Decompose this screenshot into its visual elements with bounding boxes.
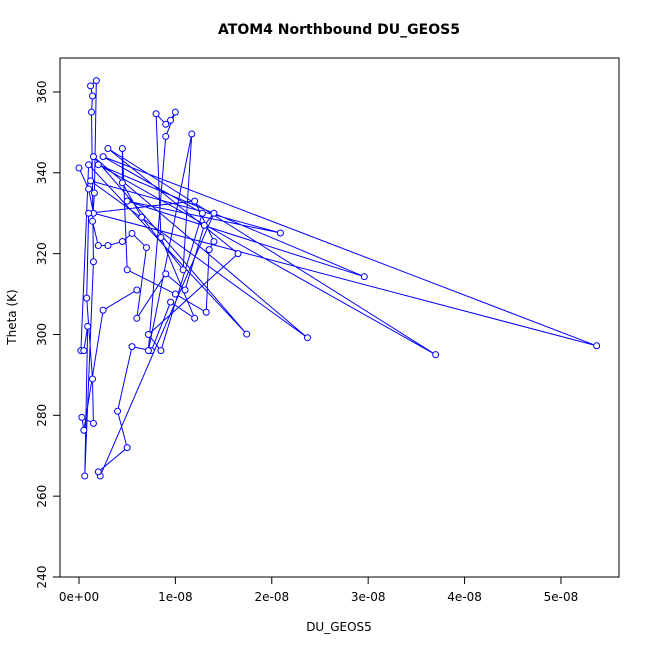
x-tick-label: 5e-08 — [544, 590, 579, 604]
data-point — [104, 242, 112, 250]
x-tick-label: 3e-08 — [351, 590, 386, 604]
data-point — [179, 266, 187, 274]
y-tick-label: 360 — [35, 81, 49, 104]
data-point — [144, 330, 152, 338]
data-point — [88, 375, 96, 383]
data-point — [234, 250, 242, 258]
data-point — [360, 273, 368, 281]
data-point — [167, 116, 175, 124]
data-point — [88, 108, 96, 116]
x-tick-label: 4e-08 — [447, 590, 482, 604]
data-point — [188, 130, 196, 138]
data-point — [78, 413, 86, 421]
data-point — [88, 217, 96, 225]
data-point — [205, 246, 213, 254]
data-point — [84, 322, 92, 330]
x-tick-label: 0e+00 — [59, 590, 99, 604]
x-tick-label: 1e-08 — [158, 590, 193, 604]
data-point — [171, 108, 179, 116]
data-point — [138, 213, 146, 221]
data-point — [162, 132, 170, 140]
data-point — [89, 419, 97, 427]
data-point — [162, 120, 170, 128]
x-axis-label: DU_GEOS5 — [306, 620, 372, 634]
data-point — [171, 290, 179, 298]
data-point — [81, 472, 89, 480]
data-point — [200, 221, 208, 229]
data-point — [133, 314, 141, 322]
y-tick-label: 320 — [35, 242, 49, 265]
data-point — [90, 189, 98, 197]
data-point — [142, 244, 150, 252]
data-point — [80, 347, 88, 355]
data-point — [144, 347, 152, 355]
y-tick-label: 280 — [35, 404, 49, 427]
data-point — [123, 266, 131, 274]
data-point — [118, 238, 126, 246]
data-point — [128, 229, 136, 237]
data-point — [88, 92, 96, 100]
data-point — [243, 330, 251, 338]
data-point — [133, 286, 141, 294]
data-point — [83, 294, 91, 302]
data-point — [118, 179, 126, 187]
data-point — [85, 209, 93, 217]
data-point — [593, 342, 601, 350]
plot-frame — [59, 57, 620, 578]
data-point — [92, 77, 100, 85]
data-point — [89, 258, 97, 266]
data-point — [157, 233, 165, 241]
data-point — [191, 314, 199, 322]
data-point — [210, 209, 218, 217]
data-point — [118, 145, 126, 153]
y-tick-label: 240 — [35, 566, 49, 589]
data-point — [94, 468, 102, 476]
x-tick-label: 2e-08 — [254, 590, 289, 604]
data-point — [210, 238, 218, 246]
data-point — [303, 334, 311, 342]
data-point — [276, 229, 284, 237]
data-point — [191, 197, 199, 205]
data-point — [89, 153, 97, 161]
y-tick-label: 260 — [35, 485, 49, 508]
data-point — [104, 145, 112, 153]
data-point — [85, 185, 93, 193]
chart-title: ATOM4 Northbound DU_GEOS5 — [218, 22, 460, 38]
y-tick-label: 300 — [35, 323, 49, 346]
data-point — [99, 306, 107, 314]
data-line — [78, 79, 597, 478]
data-point — [114, 407, 122, 415]
data-point — [181, 286, 189, 294]
data-point — [157, 347, 165, 355]
data-point — [167, 298, 175, 306]
data-point — [99, 153, 107, 161]
data-point — [152, 110, 160, 118]
data-point — [75, 164, 83, 172]
data-point — [94, 242, 102, 250]
y-axis-label: Theta (K) — [5, 289, 19, 345]
data-point — [85, 161, 93, 169]
data-point — [80, 426, 88, 434]
data-point — [123, 444, 131, 452]
data-point — [202, 308, 210, 316]
data-point — [162, 270, 170, 278]
y-tick-label: 340 — [35, 161, 49, 184]
data-point — [432, 351, 440, 359]
data-point — [87, 82, 95, 90]
data-point — [94, 161, 102, 169]
data-point — [128, 343, 136, 351]
data-point — [198, 209, 206, 217]
data-point — [87, 177, 95, 185]
data-point — [123, 197, 131, 205]
